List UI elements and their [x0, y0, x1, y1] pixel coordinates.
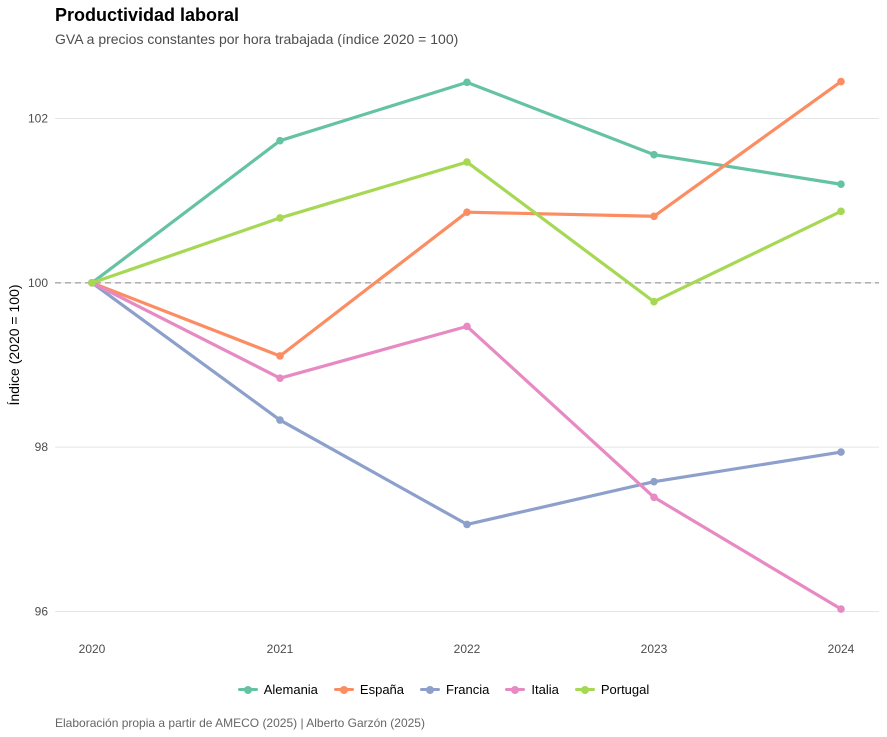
- data-point: [463, 322, 471, 331]
- series-portugal: [88, 158, 845, 306]
- data-point: [837, 77, 845, 86]
- data-point: [463, 78, 471, 87]
- series-alemania: [88, 78, 845, 287]
- y-tick-label: 100: [28, 276, 48, 290]
- legend-item: Alemania: [237, 682, 318, 697]
- series-group: [88, 77, 845, 613]
- legend-swatch: [574, 685, 595, 694]
- legend-label: Portugal: [600, 682, 650, 697]
- data-point: [650, 493, 658, 502]
- legend-item: España: [333, 682, 405, 697]
- x-axis-ticks: 2020 2021 2022 2023 2024: [79, 642, 855, 656]
- series-line: [90, 80, 843, 285]
- legend-swatch: [505, 685, 526, 694]
- data-point: [276, 214, 284, 222]
- data-point: [650, 212, 658, 221]
- series-francia: [88, 279, 845, 529]
- data-point: [276, 136, 284, 145]
- legend-label: España: [359, 682, 405, 697]
- legend-swatch: [237, 685, 258, 694]
- caption: Elaboración propia a partir de AMECO (20…: [55, 716, 425, 730]
- data-point: [650, 297, 658, 306]
- series-line: [90, 160, 843, 304]
- y-axis-ticks: 96 98 100 102: [28, 112, 48, 619]
- x-tick-label: 2023: [641, 642, 668, 656]
- data-point: [463, 208, 471, 216]
- y-tick-label: 96: [35, 605, 49, 619]
- data-point: [650, 150, 658, 159]
- data-point: [650, 477, 658, 486]
- chart-title: Productividad laboral: [55, 5, 240, 25]
- legend-label: Italia: [531, 682, 559, 697]
- series-line: [90, 281, 843, 611]
- data-point: [276, 416, 284, 424]
- legend-swatch: [333, 685, 354, 694]
- x-tick-label: 2024: [828, 642, 855, 656]
- data-point: [837, 448, 845, 456]
- data-point: [88, 279, 96, 287]
- y-axis-title: Índice (2020 = 100): [6, 284, 22, 405]
- data-point: [463, 520, 471, 529]
- data-point: [837, 207, 845, 216]
- series-españa: [88, 77, 845, 360]
- series-line: [90, 79, 843, 358]
- x-tick-label: 2022: [454, 642, 481, 656]
- legend-label: Alemania: [263, 682, 318, 697]
- data-point: [276, 374, 284, 382]
- data-point: [837, 605, 845, 613]
- chart-subtitle: GVA a precios constantes por hora trabaj…: [55, 31, 459, 47]
- data-point: [463, 158, 471, 166]
- legend-item: Portugal: [574, 682, 650, 697]
- x-tick-label: 2020: [79, 642, 106, 656]
- legend-swatch: [420, 685, 441, 694]
- y-tick-label: 102: [28, 112, 48, 126]
- legend-label: Francia: [446, 682, 490, 697]
- data-point: [837, 180, 845, 189]
- x-tick-label: 2021: [267, 642, 294, 656]
- series-line: [90, 281, 843, 527]
- legend: Alemania España Francia Italia Portugal: [0, 682, 887, 697]
- gridlines: [55, 118, 879, 612]
- legend-item: Francia: [420, 682, 489, 697]
- legend-item: Italia: [505, 682, 559, 697]
- y-tick-label: 98: [35, 440, 49, 454]
- data-point: [276, 352, 284, 360]
- series-italia: [88, 279, 845, 613]
